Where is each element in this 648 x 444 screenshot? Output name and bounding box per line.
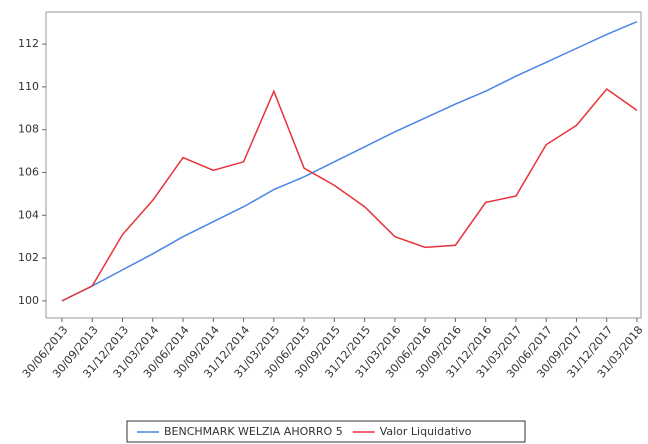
series-line — [61, 88, 638, 302]
y-tick-label: 106 — [18, 165, 39, 178]
y-tick-label: 104 — [18, 208, 39, 221]
legend: BENCHMARK WELZIA AHORRO 5 Valor Liquidati… — [137, 425, 472, 438]
legend-label: BENCHMARK WELZIA AHORRO 5 — [164, 425, 343, 438]
y-tick-label: 108 — [18, 123, 39, 136]
plot-frame — [45, 11, 642, 319]
legend-label: Valor Liquidativo — [380, 425, 472, 438]
y-tick-label: 110 — [18, 80, 39, 93]
y-tick-label: 100 — [18, 294, 39, 307]
series-line — [61, 20, 638, 302]
y-tick-label: 102 — [18, 251, 39, 264]
y-tick-label: 112 — [18, 37, 39, 50]
legend-box — [126, 420, 526, 443]
